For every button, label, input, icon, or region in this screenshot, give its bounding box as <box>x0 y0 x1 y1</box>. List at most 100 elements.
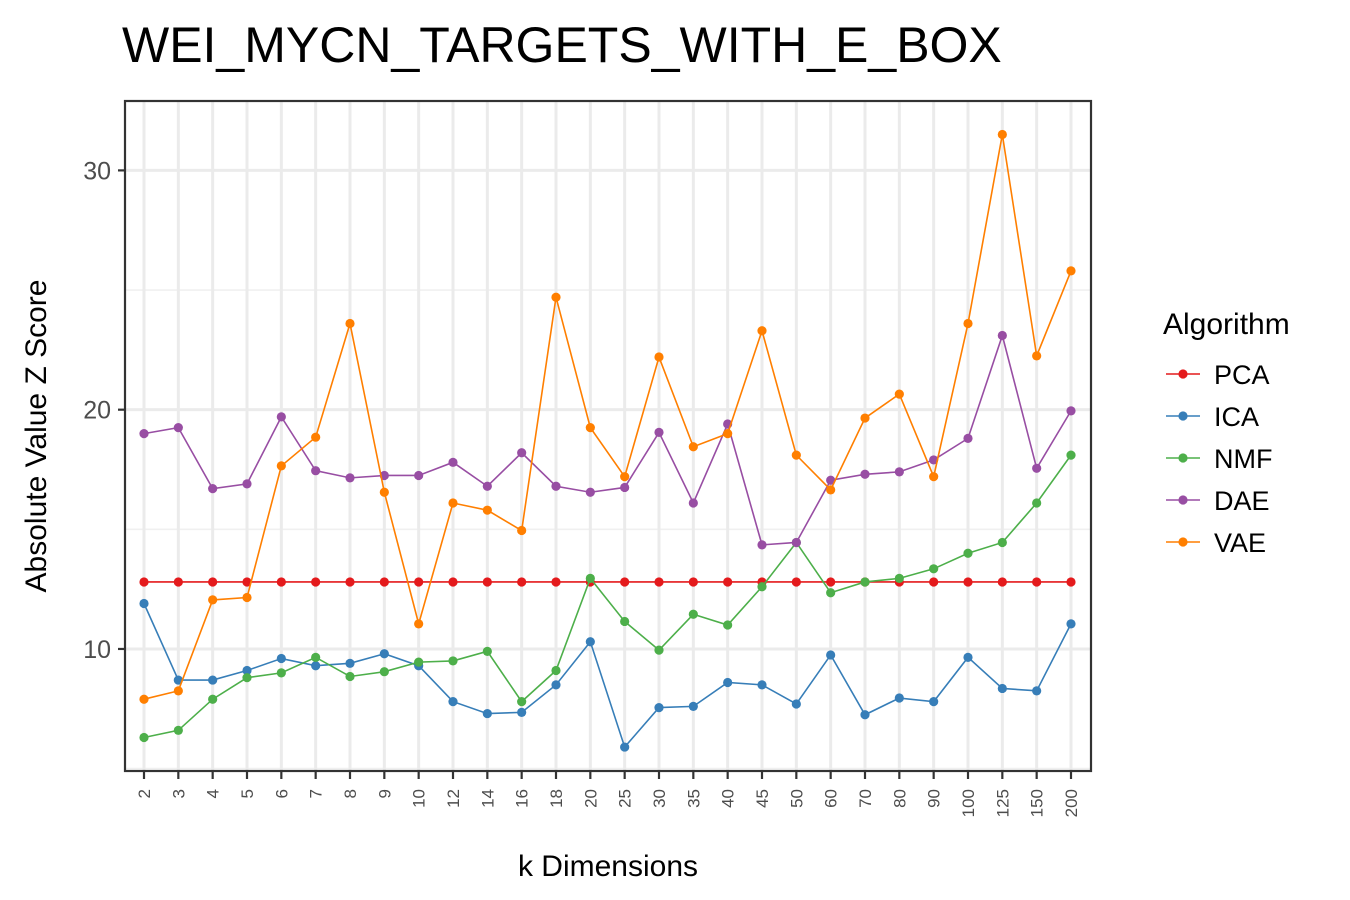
y-tick-label: 30 <box>83 157 111 185</box>
x-tick-label: 40 <box>719 789 738 808</box>
data-point-pca <box>997 577 1007 587</box>
data-point-ica <box>1066 619 1076 629</box>
chart-title: WEI_MYCN_TARGETS_WITH_E_BOX <box>122 17 1002 73</box>
data-point-vae <box>963 318 973 329</box>
grid-major <box>125 101 1091 771</box>
x-tick-label: 50 <box>787 789 806 808</box>
data-point-dae <box>1032 463 1042 473</box>
grid-minor <box>125 289 1091 770</box>
data-point-nmf <box>688 609 698 619</box>
series-line-dae <box>143 332 1072 546</box>
legend-key-point <box>1178 453 1188 463</box>
data-point-ica <box>929 697 939 707</box>
data-point-nmf <box>414 657 424 667</box>
data-point-vae <box>414 619 424 629</box>
data-point-nmf <box>757 582 767 592</box>
data-point-nmf <box>826 588 836 598</box>
data-point-dae <box>654 427 664 438</box>
y-axis-title: Absolute Value Z Score <box>20 280 53 593</box>
data-point-dae <box>414 470 424 481</box>
data-point-dae <box>620 482 630 493</box>
data-point-dae <box>276 412 286 422</box>
data-point-dae <box>757 540 767 550</box>
x-tick-label: 100 <box>959 789 978 817</box>
legend: Algorithm PCA ICA NMF DAE VAE <box>1163 308 1290 558</box>
x-tick-label: 2 <box>135 789 154 798</box>
data-point-ica <box>551 680 561 690</box>
data-point-vae <box>1032 351 1042 361</box>
x-tick-label: 8 <box>341 789 360 798</box>
data-point-ica <box>894 693 904 703</box>
data-point-vae <box>379 487 389 497</box>
data-point-nmf <box>620 616 630 627</box>
data-point-dae <box>826 475 836 485</box>
data-point-vae <box>482 505 492 515</box>
x-tick-label: 30 <box>650 789 669 808</box>
series-ica <box>139 598 1076 752</box>
series-dae <box>139 330 1076 550</box>
data-point-ica <box>654 702 664 713</box>
data-point-pca <box>654 577 664 587</box>
data-point-nmf <box>654 645 664 655</box>
x-tick-label: 60 <box>822 789 841 808</box>
data-point-ica <box>826 650 836 660</box>
data-point-vae <box>139 694 149 704</box>
data-point-pca <box>791 577 801 587</box>
data-point-pca <box>482 577 492 587</box>
data-point-pca <box>723 577 733 587</box>
legend-item-pca: PCA <box>1166 360 1270 390</box>
y-axis: 10 20 30 <box>83 157 125 664</box>
data-point-vae <box>620 472 630 482</box>
data-point-vae <box>860 413 870 423</box>
data-point-ica <box>757 680 767 690</box>
legend-key-point <box>1178 369 1188 379</box>
data-point-ica <box>517 707 527 717</box>
legend-key-point <box>1178 411 1188 421</box>
x-tick-label: 80 <box>890 789 909 808</box>
data-point-vae <box>894 389 904 399</box>
legend-key-point <box>1178 495 1188 505</box>
series-layer <box>139 129 1076 752</box>
legend-item-ica: ICA <box>1166 402 1259 432</box>
data-point-nmf <box>1032 498 1042 508</box>
data-point-nmf <box>551 665 561 676</box>
data-point-vae <box>929 472 939 482</box>
x-tick-label: 10 <box>410 789 429 808</box>
data-point-dae <box>791 537 801 548</box>
data-point-nmf <box>997 537 1007 548</box>
x-tick-label: 14 <box>478 789 497 808</box>
data-point-ica <box>208 675 218 685</box>
data-point-ica <box>482 708 492 719</box>
data-point-pca <box>139 577 149 587</box>
plot-panel <box>123 99 1093 773</box>
data-point-nmf <box>276 668 286 678</box>
data-point-pca <box>517 577 527 587</box>
x-tick-label: 7 <box>307 789 326 798</box>
data-point-dae <box>1066 406 1076 416</box>
data-point-pca <box>311 577 321 587</box>
data-point-dae <box>345 473 355 483</box>
x-tick-label: 125 <box>993 789 1012 817</box>
data-point-ica <box>1032 686 1042 696</box>
data-point-nmf <box>723 620 733 630</box>
data-point-vae <box>688 442 698 452</box>
data-point-vae <box>757 326 767 336</box>
data-point-dae <box>963 433 973 443</box>
data-point-pca <box>276 577 286 587</box>
data-point-vae <box>345 318 355 329</box>
series-nmf <box>139 450 1076 743</box>
data-point-ica <box>276 653 286 664</box>
data-point-vae <box>173 686 183 696</box>
legend-label: VAE <box>1214 528 1266 558</box>
data-point-dae <box>997 330 1007 341</box>
data-point-vae <box>585 423 595 433</box>
data-point-dae <box>448 457 458 467</box>
legend-key-point <box>1178 537 1188 547</box>
x-tick-label: 150 <box>1028 789 1047 817</box>
x-tick-label: 20 <box>581 789 600 808</box>
x-tick-label: 25 <box>616 789 635 808</box>
data-point-pca <box>551 577 561 587</box>
data-point-ica <box>963 652 973 662</box>
x-tick-label: 4 <box>204 789 223 798</box>
